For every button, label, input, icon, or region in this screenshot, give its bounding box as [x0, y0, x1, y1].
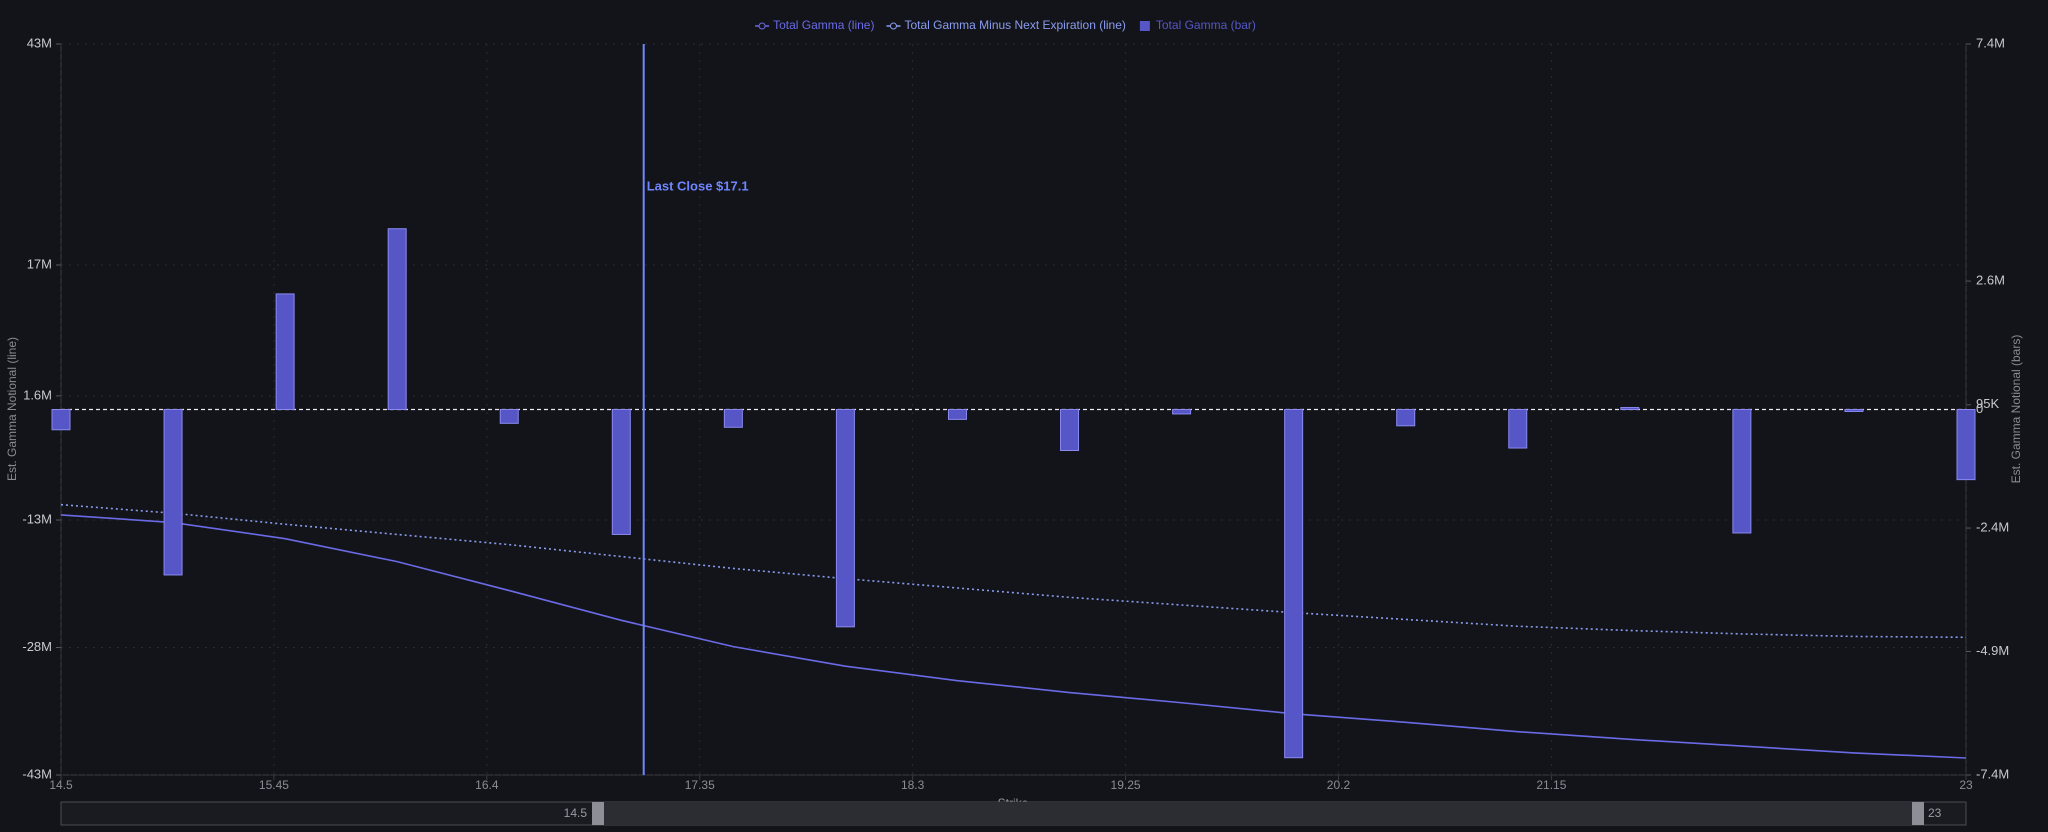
bar: [163, 409, 183, 576]
y-axis-title: Est. Gamma Notional (line): [5, 337, 19, 481]
legend-label: Total Gamma (bar): [1156, 18, 1256, 32]
x-tick-label: 19.25: [1111, 778, 1141, 792]
x-tick-label: 16.4: [475, 778, 499, 792]
x-tick-label: 17.35: [685, 778, 715, 792]
bar: [1956, 409, 1976, 481]
slider-label: 14.5: [564, 806, 588, 820]
bar: [1396, 409, 1416, 427]
x-tick-label: 21.15: [1536, 778, 1566, 792]
y2-tick-label: 2.6M: [1976, 273, 2005, 288]
bar: [1172, 409, 1192, 415]
y2-tick-label: -2.4M: [1976, 519, 2009, 534]
x-tick-label: 14.5: [49, 778, 73, 792]
x-tick-label: 23: [1959, 778, 1973, 792]
bar: [51, 409, 71, 431]
slider-label: 23: [1928, 806, 1942, 820]
bar: [499, 409, 519, 424]
bar: [1732, 409, 1752, 534]
y2-tick-label: -4.9M: [1976, 643, 2009, 658]
legend: Total Gamma (line) Total Gamma Minus Next…: [755, 18, 1256, 32]
y-tick-label: 43M: [27, 35, 52, 50]
legend-label: Total Gamma (line): [773, 18, 874, 32]
legend-label: Total Gamma Minus Next Expiration (line): [904, 18, 1125, 32]
line: [60, 503, 1967, 639]
legend-swatch: [758, 22, 766, 30]
bar: [947, 409, 967, 420]
line: [60, 514, 1967, 759]
bar: [1508, 409, 1528, 449]
legend-swatch: [1139, 21, 1150, 31]
y2-tick-label: 95K: [1976, 396, 1999, 411]
slider-window: [598, 802, 1918, 825]
y2-axis-title: Est. Gamma Notional (bars): [2009, 335, 2023, 484]
bar: [275, 293, 295, 410]
y2-tick-label: -7.4M: [1976, 766, 2009, 781]
slider-handle[interactable]: [592, 802, 604, 825]
bar: [1284, 409, 1304, 759]
y2-tick-label: 7.4M: [1976, 35, 2005, 50]
y-tick-label: 17M: [27, 256, 52, 271]
bar: [1844, 409, 1864, 412]
bar: [1620, 407, 1640, 410]
bar: [723, 409, 743, 428]
y-tick-label: -43M: [22, 766, 52, 781]
y-tick-label: 1.6M: [23, 387, 52, 402]
bar: [835, 409, 855, 628]
y2-tick-label: 0: [1976, 401, 1983, 416]
legend-swatch: [889, 22, 897, 30]
x-tick-label: 15.45: [259, 778, 289, 792]
annotation-label: Last Close $17.1: [647, 178, 749, 193]
y-tick-label: -28M: [22, 639, 52, 654]
bar: [1060, 409, 1080, 451]
slider-handle[interactable]: [1912, 802, 1924, 825]
bar: [611, 409, 631, 535]
x-tick-label: 20.2: [1327, 778, 1351, 792]
bar: [387, 228, 407, 410]
y-tick-label: -13M: [22, 511, 52, 526]
x-tick-label: 18.3: [901, 778, 925, 792]
